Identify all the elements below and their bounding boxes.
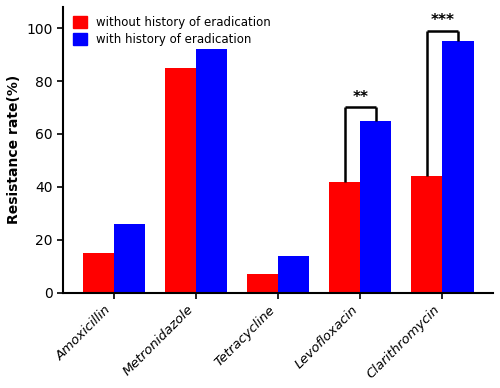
Bar [329, 182, 360, 293]
Bar [442, 42, 474, 293]
Bar [360, 121, 392, 293]
Bar [165, 68, 196, 293]
Bar [247, 274, 278, 293]
Text: **: ** [352, 90, 368, 105]
Bar [114, 224, 145, 293]
Bar [278, 256, 310, 293]
Legend: without history of eradication, with history of eradication: without history of eradication, with his… [69, 13, 274, 50]
Y-axis label: Resistance rate(%): Resistance rate(%) [7, 75, 21, 224]
Text: ***: *** [430, 13, 454, 28]
Bar [196, 49, 228, 293]
Bar [83, 253, 114, 293]
Bar [411, 176, 442, 293]
